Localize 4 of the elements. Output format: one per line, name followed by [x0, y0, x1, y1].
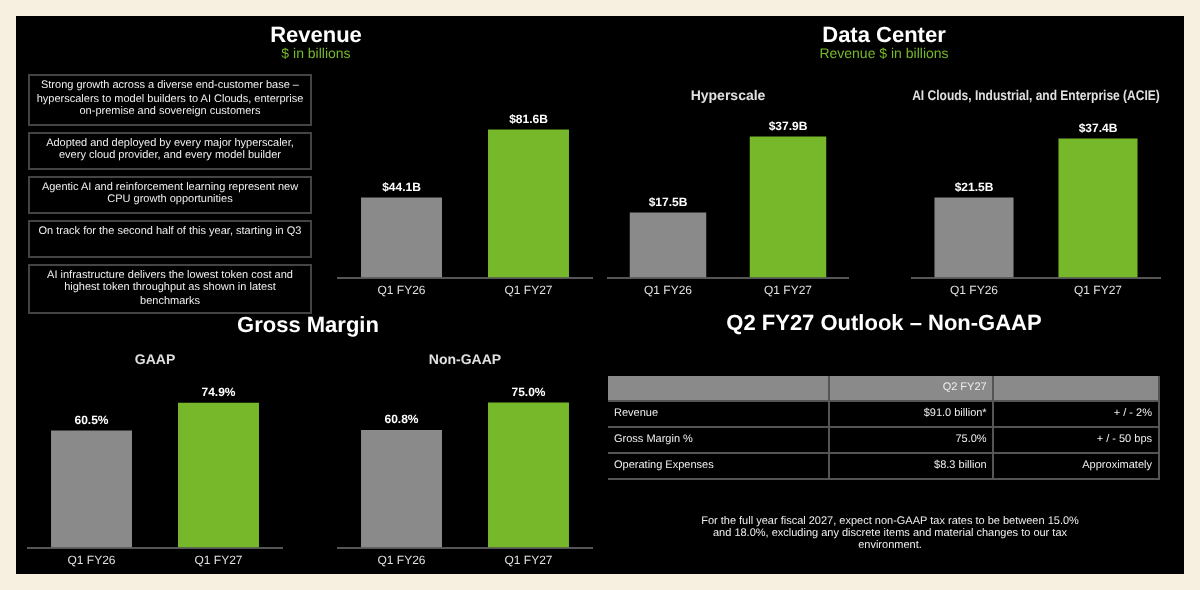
text: Revenue [268, 24, 364, 48]
text: Data Center [820, 24, 946, 48]
text: Q2 FY27 Outlook – Non-GAAP [724, 312, 1044, 336]
text: Gross Margin [235, 314, 381, 338]
